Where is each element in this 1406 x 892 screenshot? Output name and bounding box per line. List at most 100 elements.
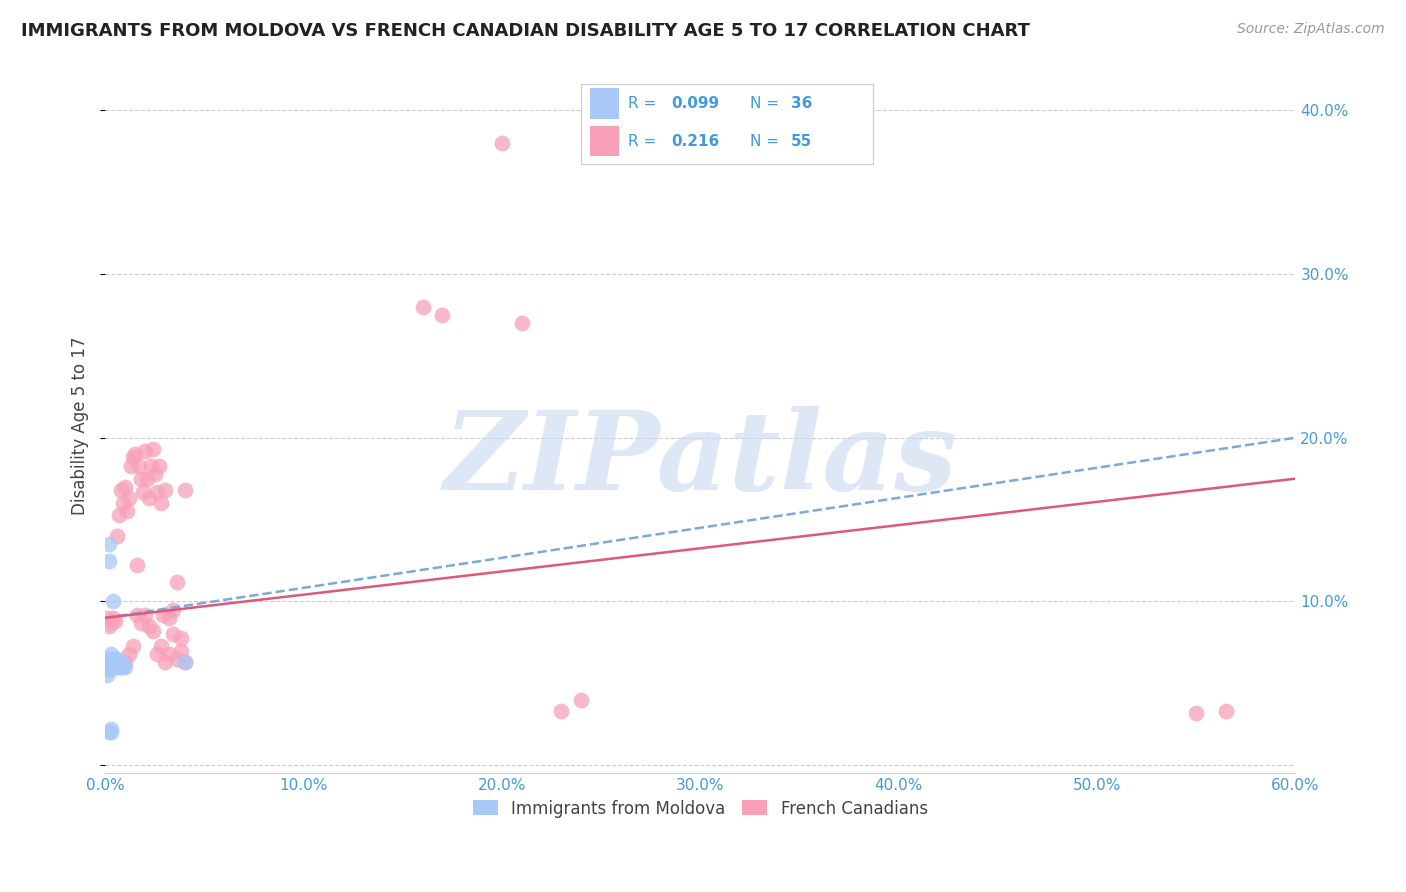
Legend: Immigrants from Moldova, French Canadians: Immigrants from Moldova, French Canadian… — [467, 793, 935, 824]
Point — [148, 458, 170, 473]
Point — [162, 602, 184, 616]
Point — [104, 614, 127, 628]
Point — [105, 655, 128, 669]
Point — [96, 660, 118, 674]
Point — [104, 660, 127, 674]
Point — [139, 458, 162, 473]
Point — [105, 529, 128, 543]
Point — [173, 655, 195, 669]
Point — [114, 480, 136, 494]
Point — [146, 647, 169, 661]
Point — [100, 652, 122, 666]
Point — [100, 723, 122, 737]
Point — [412, 300, 434, 314]
Point — [110, 655, 132, 669]
Point — [98, 725, 121, 739]
Point — [125, 558, 148, 573]
Point — [100, 615, 122, 630]
Point — [96, 611, 118, 625]
Point — [100, 647, 122, 661]
Point — [105, 660, 128, 674]
Point — [98, 553, 121, 567]
Point — [100, 660, 122, 674]
Y-axis label: Disability Age 5 to 17: Disability Age 5 to 17 — [72, 336, 89, 515]
Text: Source: ZipAtlas.com: Source: ZipAtlas.com — [1237, 22, 1385, 37]
Point — [104, 660, 127, 674]
Point — [108, 508, 131, 522]
Point — [142, 624, 165, 638]
Point — [125, 607, 148, 622]
Point — [101, 611, 124, 625]
Point — [101, 660, 124, 674]
Point — [149, 496, 172, 510]
Text: ZIPatlas: ZIPatlas — [443, 407, 957, 514]
Point — [153, 655, 176, 669]
Point — [118, 647, 141, 661]
Point — [96, 652, 118, 666]
Point — [98, 663, 121, 677]
Point — [110, 483, 132, 497]
Point — [98, 660, 121, 674]
Point — [143, 467, 166, 481]
Point — [146, 484, 169, 499]
Point — [128, 458, 150, 473]
Point — [104, 657, 127, 671]
Point — [432, 308, 454, 322]
Point — [129, 615, 152, 630]
Point — [104, 652, 127, 666]
Point — [135, 472, 157, 486]
Point — [138, 491, 160, 506]
Point — [166, 574, 188, 589]
Point — [105, 652, 128, 666]
Point — [1185, 706, 1208, 720]
Point — [134, 443, 156, 458]
Point — [153, 483, 176, 497]
Point — [98, 537, 121, 551]
Point — [149, 639, 172, 653]
Point — [115, 504, 138, 518]
Point — [101, 594, 124, 608]
Point — [1215, 704, 1237, 718]
Point — [98, 619, 121, 633]
Point — [550, 704, 572, 718]
Point — [162, 627, 184, 641]
Point — [100, 655, 122, 669]
Point — [112, 660, 135, 674]
Point — [569, 692, 592, 706]
Point — [101, 660, 124, 674]
Point — [108, 657, 131, 671]
Point — [122, 639, 145, 653]
Point — [166, 652, 188, 666]
Point — [169, 631, 191, 645]
Point — [100, 725, 122, 739]
Point — [491, 136, 513, 150]
Point — [173, 655, 195, 669]
Point — [157, 611, 180, 625]
Point — [114, 655, 136, 669]
Point — [110, 660, 132, 674]
Point — [138, 619, 160, 633]
Point — [173, 483, 195, 497]
Point — [510, 316, 533, 330]
Point — [120, 458, 142, 473]
Point — [98, 655, 121, 669]
Point — [132, 484, 155, 499]
Point — [112, 496, 135, 510]
Point — [122, 450, 145, 465]
Point — [96, 660, 118, 674]
Point — [101, 657, 124, 671]
Point — [129, 472, 152, 486]
Point — [124, 447, 146, 461]
Point — [134, 607, 156, 622]
Text: IMMIGRANTS FROM MOLDOVA VS FRENCH CANADIAN DISABILITY AGE 5 TO 17 CORRELATION CH: IMMIGRANTS FROM MOLDOVA VS FRENCH CANADI… — [21, 22, 1031, 40]
Point — [118, 491, 141, 506]
Point — [114, 660, 136, 674]
Point — [96, 668, 118, 682]
Point — [142, 442, 165, 457]
Point — [169, 643, 191, 657]
Point — [100, 660, 122, 674]
Point — [108, 660, 131, 674]
Point — [96, 660, 118, 674]
Point — [157, 647, 180, 661]
Point — [152, 607, 174, 622]
